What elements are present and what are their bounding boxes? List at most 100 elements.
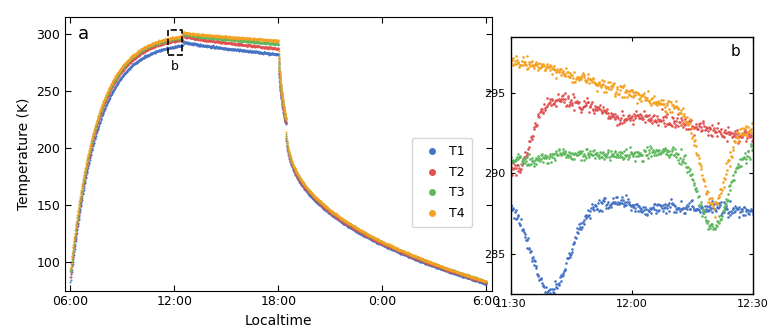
Point (457, 273, 469, 278)
Point (518, 156, 530, 162)
Point (648, 112, 660, 118)
Point (144, 50, 157, 56)
Point (574, 74, 586, 80)
Point (679, 210, 691, 215)
Point (475, 279, 487, 285)
Point (324, 208, 336, 214)
Point (97, 111, 109, 116)
Point (176, 38, 188, 43)
Point (375, 239, 387, 244)
Point (478, 278, 491, 283)
Point (278, 112, 290, 118)
Point (323, 208, 335, 214)
Point (226, 46, 238, 51)
Point (388, 246, 400, 252)
Point (731, 206, 743, 211)
Point (689, 124, 701, 130)
Point (199, 43, 211, 49)
Point (359, 231, 372, 236)
Point (684, 121, 697, 126)
Point (247, 36, 260, 42)
Point (313, 202, 326, 207)
Point (278, 114, 290, 120)
Point (478, 278, 491, 284)
Point (557, 147, 569, 152)
Point (295, 177, 307, 182)
Point (579, 103, 591, 108)
Point (100, 93, 112, 98)
Point (657, 208, 669, 213)
Point (262, 45, 274, 50)
Point (590, 82, 602, 88)
Point (594, 197, 606, 203)
Point (618, 203, 631, 208)
Point (137, 55, 149, 60)
Point (259, 44, 271, 49)
Point (117, 73, 129, 78)
Point (79, 169, 91, 175)
Point (642, 208, 654, 213)
Point (684, 206, 697, 211)
Point (91, 120, 103, 126)
Point (238, 38, 250, 43)
Point (452, 271, 465, 276)
Point (379, 241, 391, 246)
Point (419, 259, 431, 264)
Point (135, 56, 147, 62)
Point (141, 43, 154, 48)
Point (299, 185, 311, 190)
Point (230, 36, 243, 41)
Point (670, 155, 683, 160)
Point (267, 51, 280, 57)
Point (323, 210, 335, 215)
Point (636, 117, 648, 122)
Point (395, 248, 407, 254)
Point (396, 252, 409, 257)
Point (191, 36, 204, 42)
Point (359, 229, 371, 234)
Point (279, 117, 291, 122)
Point (377, 242, 389, 248)
Point (254, 40, 266, 46)
Point (289, 171, 301, 176)
Point (379, 242, 392, 247)
Point (526, 134, 538, 139)
Point (153, 38, 165, 43)
Point (274, 80, 286, 86)
Point (125, 64, 137, 69)
Point (396, 248, 409, 254)
Point (177, 34, 189, 40)
Point (123, 58, 135, 63)
Point (218, 37, 230, 42)
Point (401, 254, 413, 259)
Point (292, 172, 304, 178)
Point (648, 152, 660, 157)
Point (79, 171, 91, 176)
Point (382, 242, 394, 247)
Point (458, 274, 470, 279)
Point (401, 250, 413, 256)
Point (73, 204, 85, 209)
Point (429, 263, 442, 268)
Point (393, 247, 406, 253)
Point (345, 222, 357, 228)
Point (415, 257, 428, 262)
Point (298, 186, 310, 191)
Point (465, 276, 477, 281)
Point (108, 81, 120, 87)
Point (148, 40, 161, 45)
Point (355, 228, 367, 233)
Point (113, 71, 125, 76)
Point (745, 143, 757, 148)
Point (744, 141, 756, 146)
Point (227, 38, 239, 43)
Point (220, 46, 232, 51)
Point (707, 209, 719, 215)
Point (183, 40, 195, 46)
Point (86, 141, 98, 146)
Point (276, 92, 288, 98)
Point (333, 216, 345, 221)
Point (580, 212, 592, 217)
Point (218, 40, 230, 45)
Point (99, 106, 111, 111)
